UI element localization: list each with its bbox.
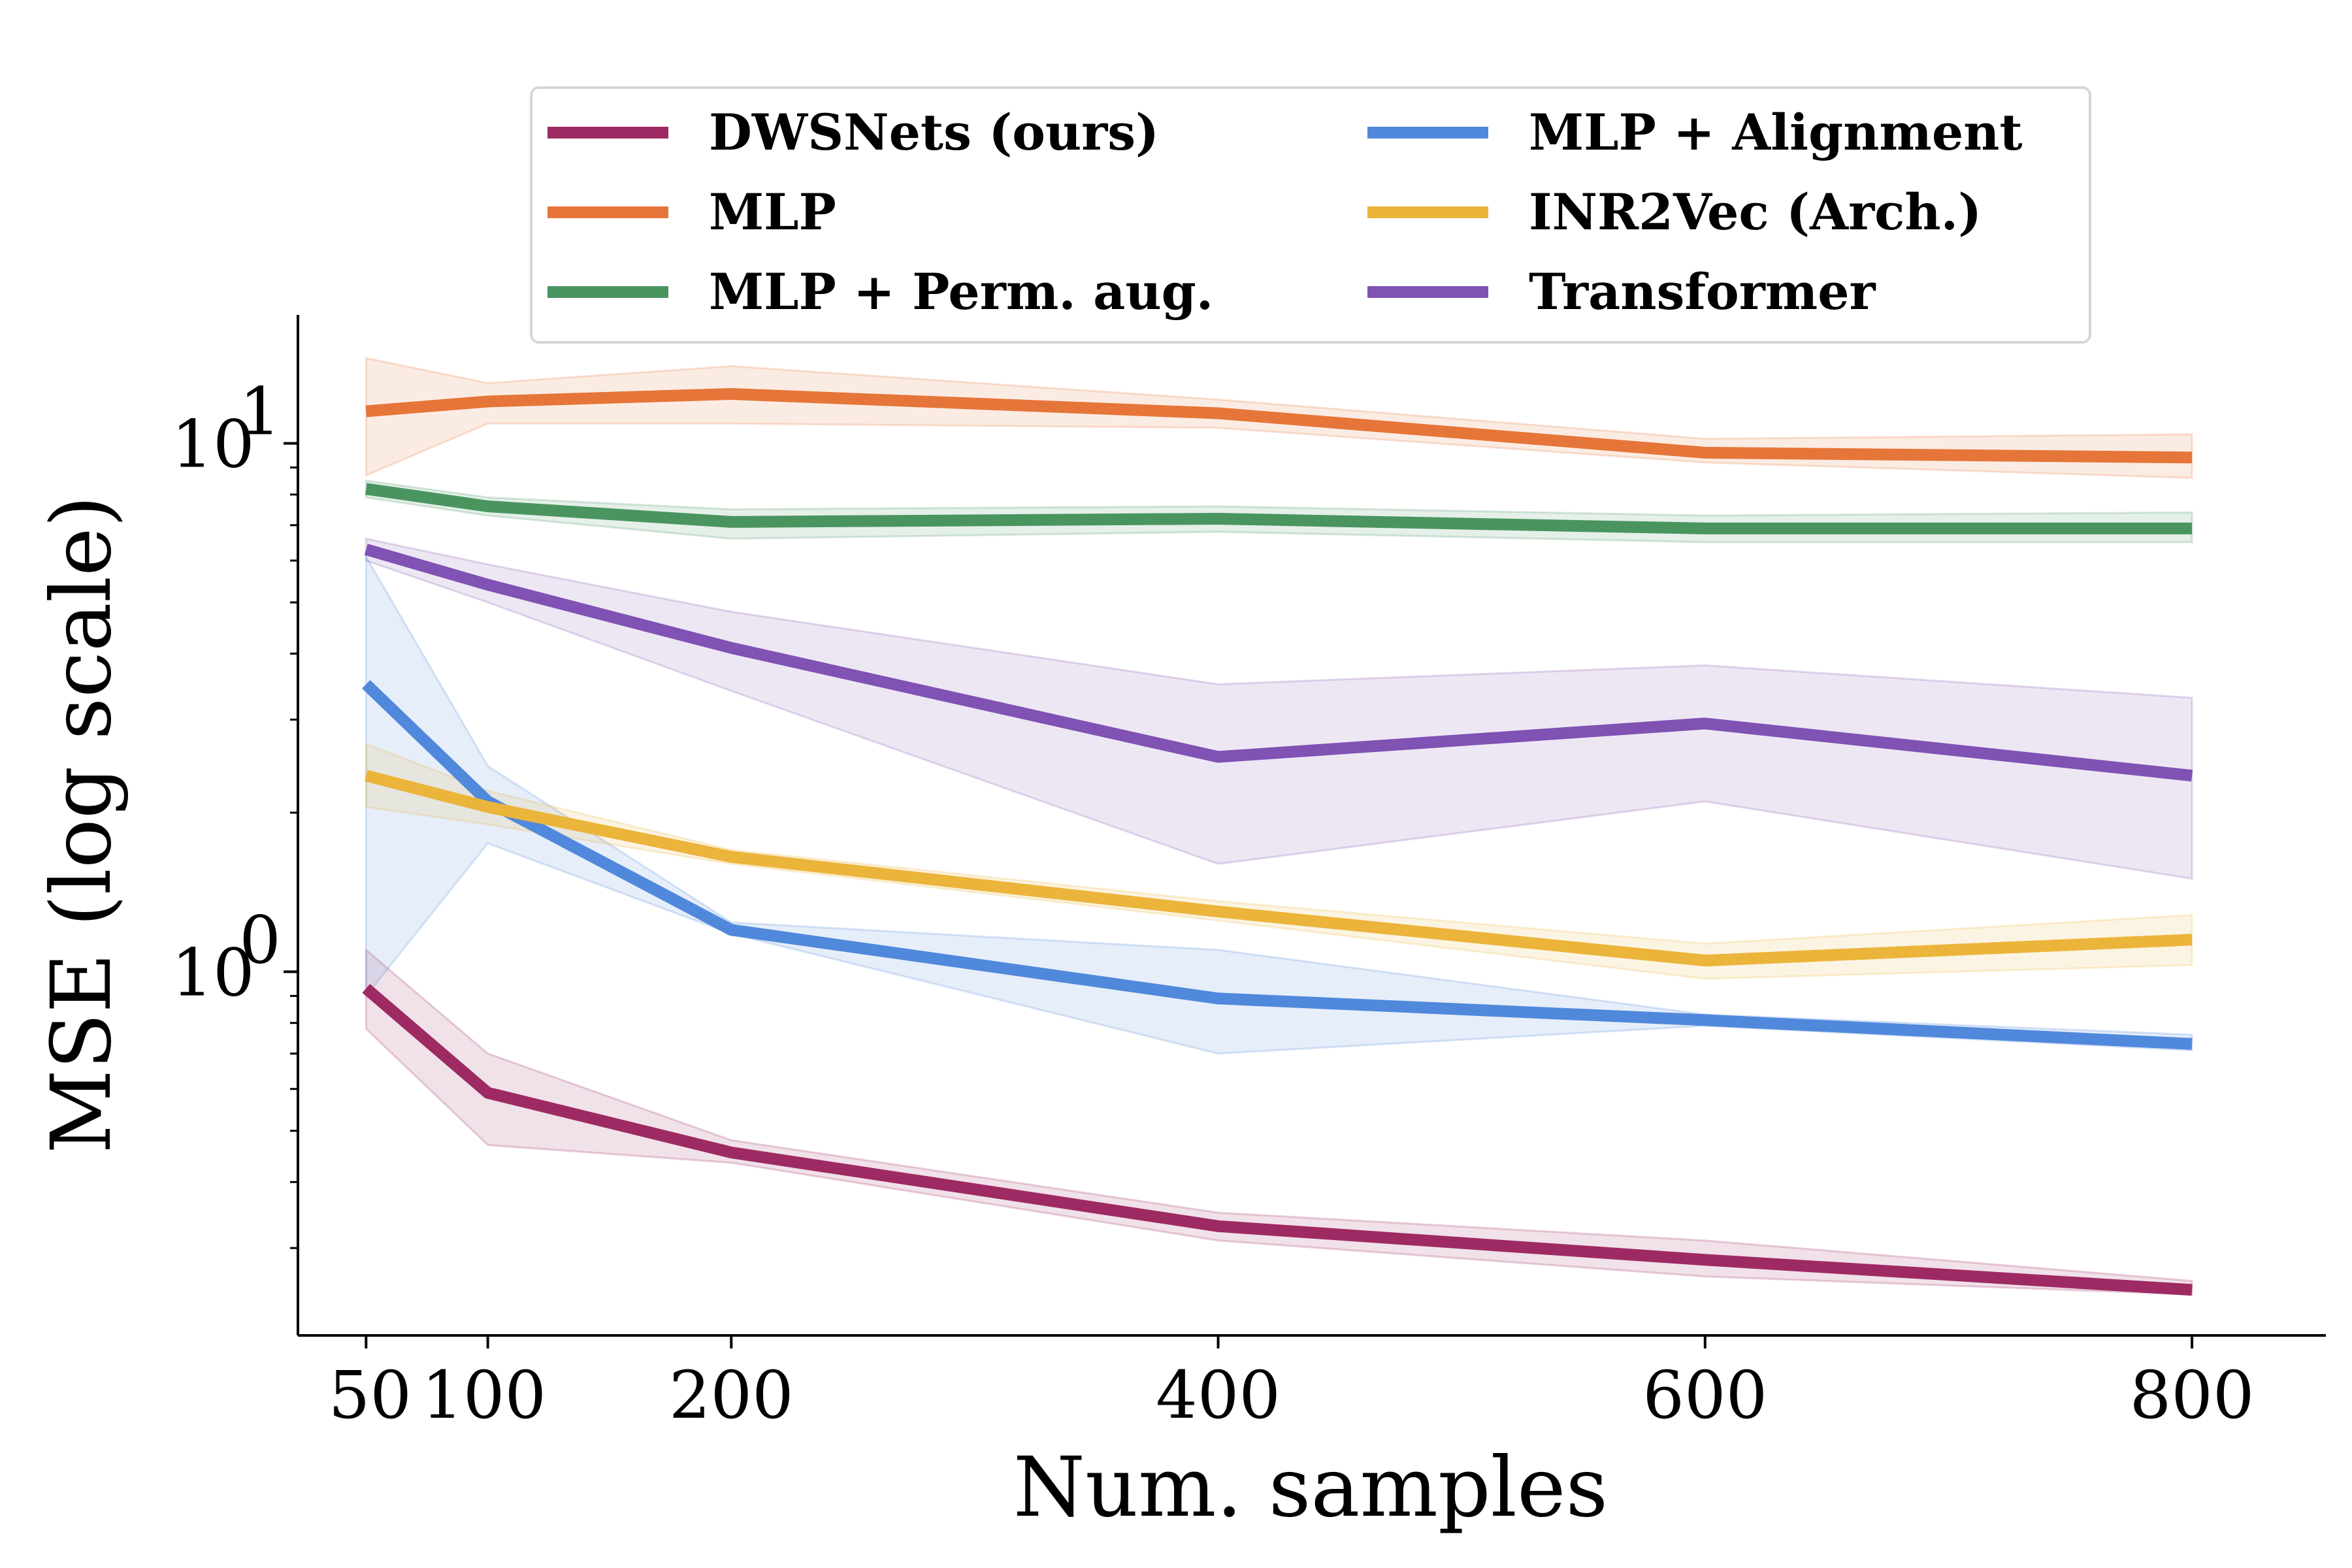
x-tick-label: 50 (329, 1357, 412, 1433)
x-tick-label: 600 (1642, 1357, 1767, 1433)
y-tick-label-exponent: 1 (239, 374, 281, 450)
x-tick-label: 100 (421, 1357, 546, 1433)
legend-label-dwsnets-ours: DWSNets (ours) (709, 103, 1159, 161)
legend-label-inr2vec-arch: INR2Vec (Arch.) (1529, 183, 1982, 241)
x-tick-label: 400 (1156, 1357, 1281, 1433)
legend-label-mlp-perm-aug: MLP + Perm. aug. (709, 263, 1213, 321)
x-axis-title: Num. samples (1013, 1439, 1608, 1535)
series-line-mlp-perm-aug (365, 483, 2193, 534)
legend-label-transformer: Transformer (1529, 263, 1876, 321)
band-mlp-alignment (365, 553, 2193, 1055)
y-tick-label-exponent: 0 (239, 902, 281, 978)
band-transformer (365, 537, 2193, 880)
series-line-transformer (364, 544, 2193, 782)
series-lines (362, 388, 2193, 1296)
y-tick-label: 10 (171, 406, 254, 483)
legend-label-mlp-alignment: MLP + Alignment (1529, 103, 2023, 161)
x-tick-label: 200 (669, 1357, 794, 1433)
series-line-inr2vec-arch (365, 770, 2193, 967)
legend-label-mlp: MLP (709, 183, 836, 241)
series-line-dwsnets-ours (362, 983, 2193, 1296)
series-line-mlp (365, 388, 2193, 464)
x-axis-ticks: 50 100 200 400 600 800 (329, 1335, 2255, 1433)
y-tick-label: 10 (171, 934, 254, 1011)
series-line-mlp-alignment (362, 679, 2193, 1050)
confidence-bands (365, 357, 2193, 1296)
y-axis-title: MSE (log scale) (33, 495, 129, 1154)
legend: DWSNets (ours) MLP MLP + Perm. aug. MLP + A… (530, 86, 2091, 344)
legend-frame (530, 86, 2091, 344)
x-tick-label: 800 (2130, 1357, 2255, 1433)
